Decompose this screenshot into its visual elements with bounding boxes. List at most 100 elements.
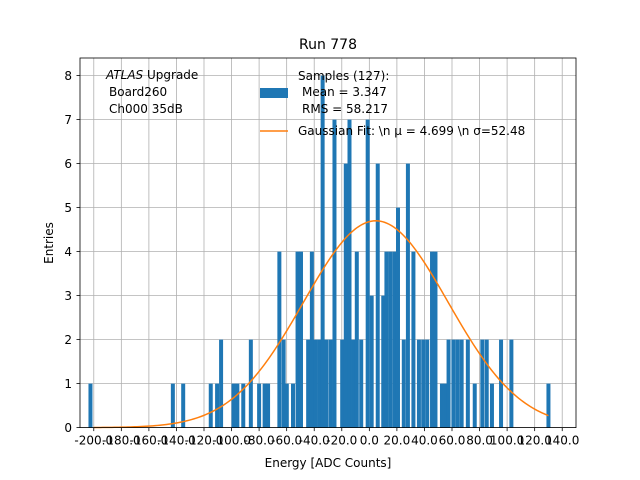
histogram-bar [484, 339, 489, 428]
legend: Samples (127): Mean = 3.347 RMS = 58.217… [260, 69, 525, 138]
histogram-bar [340, 339, 345, 428]
histogram-bar [295, 251, 300, 428]
histogram-bar [170, 383, 175, 428]
histogram-bar [416, 339, 421, 428]
histogram-bar [262, 383, 267, 428]
x-tick-label: 80.0 [466, 434, 493, 448]
histogram-bar [313, 339, 318, 428]
x-tick-label: 100.0 [490, 434, 524, 448]
x-tick-label: -100.0 [212, 434, 251, 448]
histogram-bar [88, 383, 93, 428]
histogram-bar [465, 339, 470, 428]
y-tick-label: 2 [64, 333, 72, 347]
y-tick-label: 8 [64, 69, 72, 83]
y-tick-label: 6 [64, 157, 72, 171]
x-tick-label: -60.0 [271, 434, 302, 448]
histogram-bar [439, 383, 444, 428]
atlas-annotation: ATLAS Upgrade Board260 Ch000 35dB [105, 68, 198, 116]
histogram-bar [401, 339, 406, 428]
legend-samples-swatch [260, 88, 288, 98]
histogram-bar [472, 383, 477, 428]
x-tick-label: -180.0 [102, 434, 141, 448]
histogram-bar [369, 295, 374, 428]
histogram-bar [320, 75, 325, 428]
y-tick-label: 0 [64, 421, 72, 435]
histogram-bar [332, 119, 337, 428]
histogram-bar [347, 119, 352, 428]
histogram-bar [433, 251, 438, 428]
y-tick-label: 5 [64, 201, 72, 215]
histogram-bar [459, 339, 464, 428]
histogram-bar [489, 383, 494, 428]
histogram-bar [328, 339, 333, 428]
x-axis-label: Energy [ADC Counts] [265, 456, 392, 470]
histogram-bar [231, 383, 236, 428]
histogram-bar [425, 339, 430, 428]
legend-samples-line3: RMS = 58.217 [302, 102, 388, 116]
x-tick-label: 0.0 [360, 434, 379, 448]
annotation-channel: Ch000 35dB [109, 102, 183, 116]
x-tick-label: -160.0 [130, 434, 169, 448]
histogram-bar [384, 251, 389, 428]
histogram-bar [277, 251, 282, 428]
y-tick-label: 3 [64, 289, 72, 303]
y-tick-label: 1 [64, 377, 72, 391]
histogram-bar [411, 251, 416, 428]
histogram-bar [395, 207, 400, 428]
x-tick-label: -80.0 [244, 434, 275, 448]
histogram-bars [88, 75, 551, 428]
x-tick-label: 20.0 [384, 434, 411, 448]
x-tick-label: -120.0 [185, 434, 224, 448]
histogram-bar [359, 339, 364, 428]
histogram-bar [208, 383, 213, 428]
x-tick-label: -20.0 [326, 434, 357, 448]
histogram-bar [421, 339, 426, 428]
x-tick-label: -200.0 [74, 434, 113, 448]
svg-text:ATLAS Upgrade: ATLAS Upgrade [105, 68, 198, 82]
histogram-bar [284, 383, 289, 428]
histogram-bar [546, 383, 551, 428]
x-tick-label: 140.0 [545, 434, 579, 448]
histogram-bar [181, 383, 186, 428]
histogram-bar [446, 339, 451, 428]
gaussian-fit-curve [93, 220, 549, 429]
y-axis-label: Entries [42, 222, 56, 264]
annotation-upgrade: Upgrade [143, 68, 198, 82]
histogram-bar [317, 339, 322, 428]
histogram-bar [266, 383, 271, 428]
histogram-bar [388, 251, 393, 428]
legend-samples-line2: Mean = 3.347 [302, 85, 387, 99]
annotation-board: Board260 [109, 85, 167, 99]
histogram-bar [443, 383, 448, 428]
x-tick-label: 120.0 [517, 434, 551, 448]
histogram-bar [499, 339, 504, 428]
histogram-bar [430, 251, 435, 428]
histogram-bar [248, 339, 253, 428]
plot-frame [79, 57, 577, 429]
histogram-bar [324, 339, 329, 428]
y-tick-label: 7 [64, 113, 72, 127]
histogram-bar [354, 251, 359, 428]
histogram-bar [306, 339, 311, 428]
histogram-bar [351, 339, 356, 428]
x-tick-label: 40.0 [411, 434, 438, 448]
histogram-bar [343, 163, 348, 428]
histogram-bar [480, 339, 485, 428]
x-tick-label: 60.0 [439, 434, 466, 448]
y-tick-label: 4 [64, 245, 72, 259]
histogram-bar [405, 163, 410, 428]
histogram-bar [365, 119, 370, 428]
x-tick-label: -40.0 [299, 434, 330, 448]
histogram-bar [451, 339, 456, 428]
histogram-bar [392, 251, 397, 428]
histogram-bar [235, 383, 240, 428]
histogram-bar [455, 339, 460, 428]
histogram-bar [375, 163, 380, 428]
histogram-bar [381, 295, 386, 428]
histogram-bar [509, 339, 514, 428]
legend-fit-label: Gaussian Fit: \n μ = 4.699 \n σ=52.48 [298, 124, 525, 138]
legend-samples-line1: Samples (127): [298, 69, 389, 83]
histogram-bar [309, 251, 314, 428]
histogram-bar [241, 383, 246, 428]
